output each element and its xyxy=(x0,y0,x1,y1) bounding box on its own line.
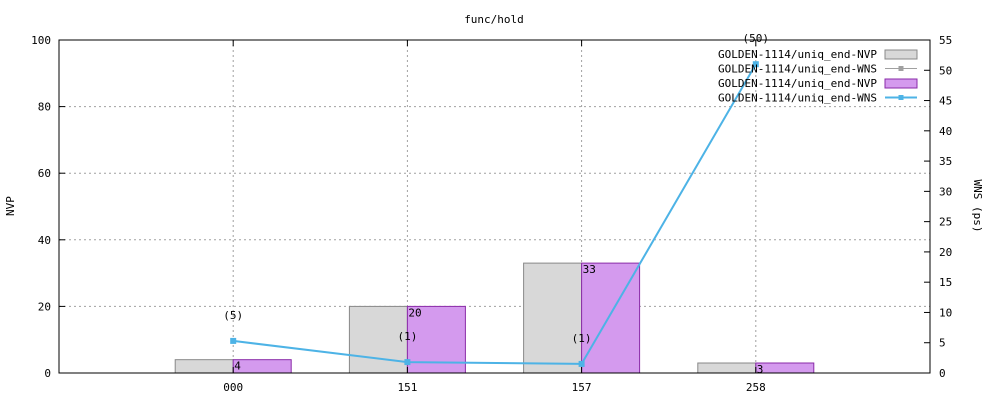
y-tick-label: 20 xyxy=(38,300,51,313)
bar-value-label: 33 xyxy=(583,263,596,276)
y2-tick-label: 0 xyxy=(939,367,946,380)
wns-point xyxy=(404,359,411,366)
y-tick-label: 80 xyxy=(38,101,51,114)
y2-tick-label: 5 xyxy=(939,337,946,350)
x-tick-label: 258 xyxy=(746,381,766,394)
wns-point-label: (1) xyxy=(397,330,417,343)
y2-tick-label: 50 xyxy=(939,64,952,77)
legend-label: GOLDEN-1114/uniq_end-NVP xyxy=(718,77,877,90)
plot-frame xyxy=(58,39,931,374)
bars xyxy=(174,262,815,374)
y2-tick-label: 10 xyxy=(939,306,952,319)
wns-point-label: (50) xyxy=(743,32,770,45)
bar-value-label: 20 xyxy=(408,306,421,319)
bar-value-label: 4 xyxy=(234,360,241,373)
y2-tick-label: 30 xyxy=(939,185,952,198)
wns-point-label: (5) xyxy=(223,309,243,322)
x-tick-label: 157 xyxy=(572,381,592,394)
legend-marker xyxy=(898,95,904,100)
bar xyxy=(523,262,583,374)
y-tick-label: 60 xyxy=(38,167,51,180)
legend-swatch xyxy=(884,49,918,60)
y2-tick-label: 45 xyxy=(939,95,952,108)
wns-point-label: (1) xyxy=(572,332,592,345)
legend-label: GOLDEN-1114/uniq_end-WNS xyxy=(718,92,877,105)
y2-tick-label: 20 xyxy=(939,246,952,259)
legend-swatch xyxy=(884,78,918,89)
axes: 0 20 40 60 80 100 0 5 10 15 20 25 30 35 40 45 50 55 000 151… xyxy=(31,34,952,394)
x-tick-label: 000 xyxy=(223,381,243,394)
lines xyxy=(230,61,759,367)
legend-label: GOLDEN-1114/uniq_end-WNS xyxy=(718,63,877,76)
wns-point xyxy=(230,337,237,344)
y2-axis-label: WNS (ps) xyxy=(971,180,984,233)
bar xyxy=(232,359,292,374)
legend-marker xyxy=(898,66,904,71)
y2-tick-label: 15 xyxy=(939,276,952,289)
y-tick-label: 40 xyxy=(38,234,51,247)
bar xyxy=(174,359,234,374)
x-tick-label: 151 xyxy=(397,381,417,394)
wns-point xyxy=(578,360,585,367)
legend-label: GOLDEN-1114/uniq_end-NVP xyxy=(718,48,877,61)
chart-title: func/hold xyxy=(464,13,524,26)
bar-value-label: 3 xyxy=(757,363,764,376)
wns-line xyxy=(233,63,757,365)
grid xyxy=(59,40,930,373)
y2-tick-label: 25 xyxy=(939,216,952,229)
legend: GOLDEN-1114/uniq_end-NVPGOLDEN-1114/uniq… xyxy=(718,48,918,105)
y2-tick-label: 35 xyxy=(939,155,952,168)
wns-point xyxy=(752,61,759,68)
y-tick-label: 100 xyxy=(31,34,51,47)
y2-tick-label: 55 xyxy=(939,34,952,47)
bar xyxy=(697,362,757,374)
bar xyxy=(755,362,815,374)
y2-tick-label: 40 xyxy=(939,125,952,138)
y-axis-label: NVP xyxy=(4,196,17,216)
y-tick-label: 0 xyxy=(44,367,51,380)
